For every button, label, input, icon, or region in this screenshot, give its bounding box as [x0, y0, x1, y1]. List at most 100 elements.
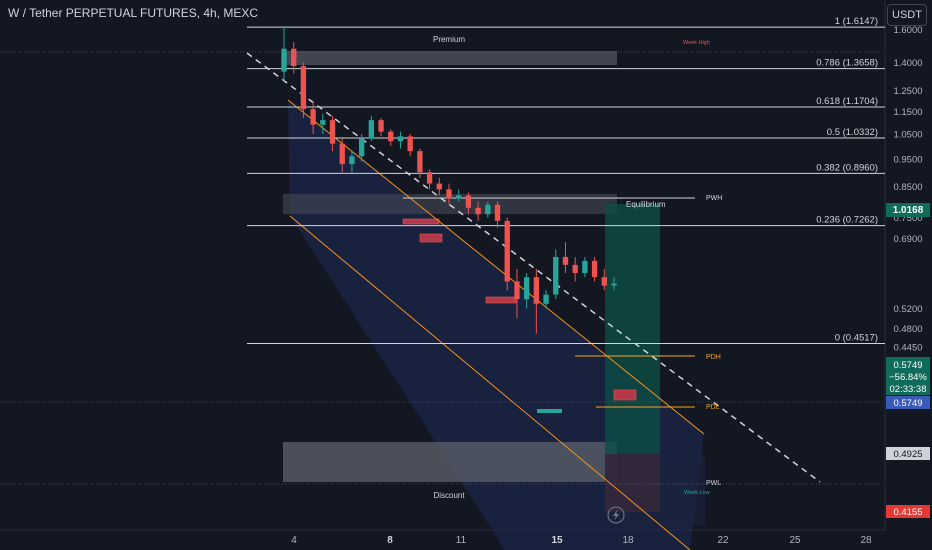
candle-body [456, 195, 462, 199]
current-price-badge: 0.5749 −56.84% 02:33:38 [886, 357, 930, 395]
week-low-label: Week Low [684, 490, 710, 496]
premium-label: Premium [433, 35, 465, 44]
y-tick-label: 1.0500 [893, 129, 922, 140]
fib-level-label: 0.236 (0.7262) [816, 215, 878, 226]
y-tick-label: 1.4000 [893, 58, 922, 69]
x-tick-label: 15 [551, 535, 563, 546]
candle-body [368, 120, 375, 139]
supply-block [419, 233, 443, 243]
target-zone [605, 204, 660, 454]
fib-level-label: 0.786 (1.3658) [816, 58, 878, 69]
candle-body [553, 256, 559, 295]
target-price-badge: 1.0168 [886, 203, 930, 217]
trend-dashed-line [246, 52, 821, 483]
chart-title: W / Tether PERPETUAL FUTURES, 4h, MEXC [8, 6, 259, 20]
candle-body [523, 277, 530, 300]
candle-body [591, 260, 598, 278]
x-tick-label: 25 [789, 535, 801, 546]
channel-lower-line [289, 215, 691, 550]
candle-body [475, 207, 481, 215]
candle-body [320, 120, 326, 125]
supply-block [485, 296, 517, 304]
y-tick-label: 0.6900 [893, 234, 922, 245]
y-tick-label: 0.9500 [893, 154, 922, 165]
premium-zone [283, 51, 617, 65]
currency-button[interactable]: USDT [887, 4, 927, 26]
candle-body [310, 109, 316, 125]
x-tick-label: 28 [860, 535, 872, 546]
candle-body [291, 48, 297, 67]
x-tick-label: 11 [456, 535, 467, 546]
supply-block [402, 218, 440, 225]
candle-body [572, 264, 578, 273]
candle-body [407, 136, 413, 152]
pwh-label: PWH [706, 195, 722, 202]
candle-body [300, 66, 307, 110]
y-tick-label: 0.5200 [893, 304, 922, 315]
pwl-label: PWL [706, 480, 721, 487]
equilibrium-label: Equilibrium [626, 200, 666, 209]
demand-block [537, 409, 562, 413]
y-tick-label: 0.4800 [893, 324, 922, 335]
y-tick-label: 1.1500 [893, 107, 922, 118]
svg-text:1.0168: 1.0168 [893, 205, 924, 216]
week-high-label: Week High [683, 40, 710, 46]
bar-countdown: 02:33:38 [890, 384, 927, 395]
channel-upper-line [287, 99, 705, 435]
fib-level-label: 0 (0.4517) [835, 333, 878, 344]
candle-body [465, 195, 472, 208]
projection-zone [605, 454, 705, 526]
supply-block [613, 389, 637, 401]
candle-body [281, 48, 287, 72]
x-tick-label: 22 [717, 535, 729, 546]
pdh-label: PDH [706, 354, 721, 361]
candle-body [562, 256, 569, 265]
current-price-badge-2: 0.5749 [886, 396, 930, 409]
candle-body [339, 143, 345, 165]
candle-body [397, 136, 404, 142]
candle-body [485, 204, 491, 215]
y-tick-label: 0.4450 [893, 343, 922, 354]
svg-text:0.4925: 0.4925 [893, 449, 922, 460]
candle-body [533, 277, 540, 304]
candle-body [446, 189, 452, 199]
candle-body [388, 131, 394, 142]
fib-level-label: 0.618 (1.1704) [816, 96, 878, 107]
discount-label: Discount [433, 491, 465, 500]
fib-level-label: 1 (1.6147) [835, 16, 878, 27]
fib-level-label: 0.5 (1.0332) [827, 127, 878, 138]
change-pct: −56.84% [889, 372, 927, 383]
stop-price-badge: 0.4155 [886, 505, 930, 518]
candle-body [358, 138, 365, 157]
equilibrium-zone [283, 194, 617, 214]
candle-body [378, 120, 384, 132]
discount-zone [283, 442, 617, 482]
svg-text:0.5749: 0.5749 [893, 398, 922, 409]
x-tick-label: 4 [291, 535, 297, 546]
entry-price-badge: 0.4925 [886, 447, 930, 460]
candle-body [329, 120, 336, 144]
x-tick-label: 18 [622, 535, 634, 546]
candle-body [582, 260, 588, 273]
fib-level-label: 0.382 (0.8960) [816, 162, 878, 173]
candle-body [514, 281, 520, 300]
candle-body [504, 220, 510, 282]
svg-text:0.5749: 0.5749 [893, 360, 922, 371]
candle-body [417, 151, 423, 173]
pdl-label: PDL [706, 404, 720, 411]
candle-body [349, 156, 355, 165]
svg-text:0.4155: 0.4155 [893, 507, 922, 518]
x-tick-label: 8 [387, 535, 393, 546]
candle-body [601, 277, 607, 286]
y-tick-label: 1.2500 [893, 86, 922, 97]
candle-body [426, 172, 433, 184]
y-tick-label: 0.7500 [893, 213, 922, 224]
y-tick-label: 1.6000 [893, 25, 922, 36]
candle-body [436, 183, 442, 190]
candle-body [611, 283, 617, 286]
lightning-icon[interactable] [607, 506, 625, 524]
candle-body [494, 204, 501, 221]
candle-body [543, 294, 549, 304]
y-tick-label: 0.8500 [893, 182, 922, 193]
